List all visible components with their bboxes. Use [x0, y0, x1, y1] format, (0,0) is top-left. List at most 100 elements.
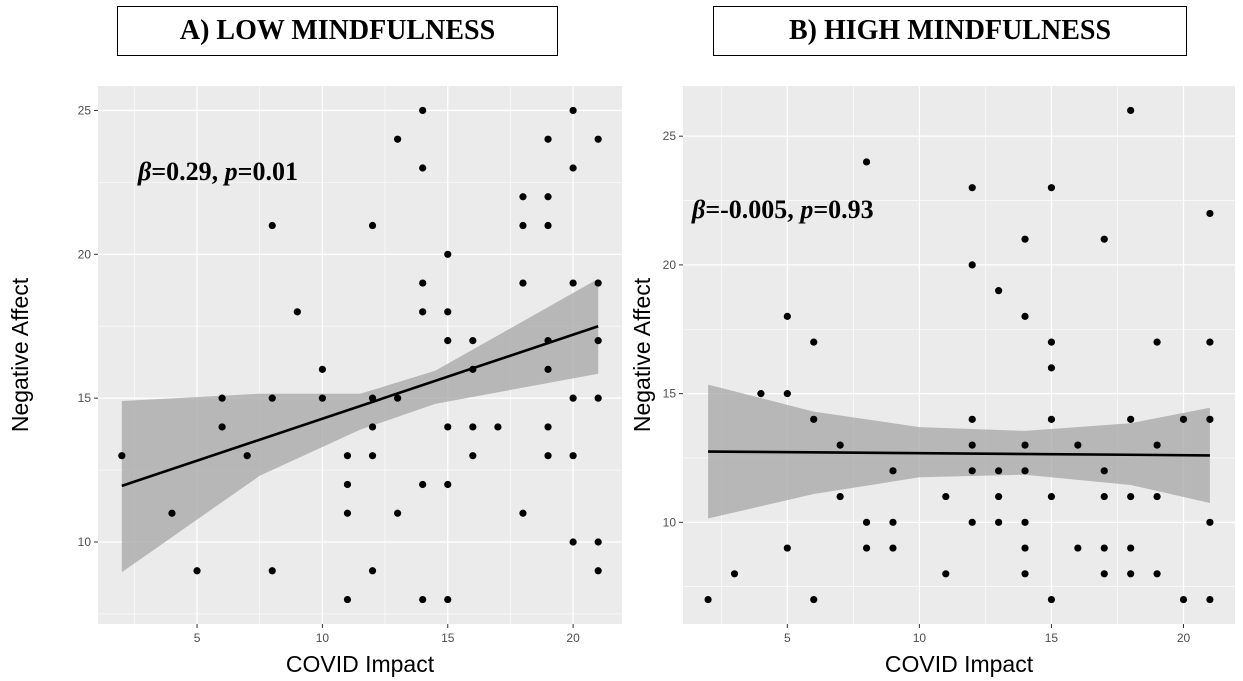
- data-point: [1048, 184, 1055, 191]
- data-point: [269, 395, 276, 402]
- data-point: [969, 261, 976, 268]
- plot-background: [683, 86, 1235, 624]
- data-point: [995, 519, 1002, 526]
- data-point: [369, 222, 376, 229]
- data-point: [444, 308, 451, 315]
- data-point: [731, 570, 738, 577]
- data-point: [889, 467, 896, 474]
- data-point: [444, 423, 451, 430]
- data-point: [269, 567, 276, 574]
- data-point: [570, 395, 577, 402]
- y-tick-label: 10: [78, 535, 92, 549]
- x-tick-label: 10: [913, 631, 927, 645]
- data-point: [369, 452, 376, 459]
- data-point: [394, 395, 401, 402]
- data-point: [519, 510, 526, 517]
- data-point: [1206, 339, 1213, 346]
- data-point: [344, 452, 351, 459]
- data-point: [1101, 544, 1108, 551]
- y-tick-label: 25: [663, 129, 677, 143]
- data-point: [995, 493, 1002, 500]
- data-point: [319, 395, 326, 402]
- data-point: [1127, 493, 1134, 500]
- data-point: [494, 423, 501, 430]
- data-point: [269, 222, 276, 229]
- data-point: [294, 308, 301, 315]
- data-point: [1048, 493, 1055, 500]
- x-tick-label: 15: [441, 631, 455, 645]
- data-point: [995, 287, 1002, 294]
- data-point: [544, 222, 551, 229]
- data-point: [1206, 596, 1213, 603]
- data-point: [969, 416, 976, 423]
- beta-symbol: β: [691, 195, 706, 224]
- y-tick-label: 20: [78, 247, 92, 261]
- stats-annotation: β=-0.005, p=0.93: [691, 195, 874, 224]
- p-symbol: p: [223, 157, 238, 186]
- data-point: [1127, 416, 1134, 423]
- data-point: [419, 481, 426, 488]
- data-point: [969, 184, 976, 191]
- y-axis-title: Negative Affect: [629, 277, 655, 432]
- data-point: [444, 337, 451, 344]
- data-point: [1021, 519, 1028, 526]
- data-point: [419, 164, 426, 171]
- data-point: [969, 467, 976, 474]
- x-axis-title: COVID Impact: [286, 651, 435, 677]
- x-tick-label: 15: [1045, 631, 1059, 645]
- data-point: [1206, 519, 1213, 526]
- data-point: [863, 158, 870, 165]
- y-tick-label: 15: [663, 387, 677, 401]
- data-point: [837, 441, 844, 448]
- data-point: [544, 193, 551, 200]
- data-point: [1021, 313, 1028, 320]
- data-point: [570, 164, 577, 171]
- data-point: [168, 510, 175, 517]
- data-point: [1021, 441, 1028, 448]
- data-point: [1074, 441, 1081, 448]
- data-point: [1021, 467, 1028, 474]
- data-point: [1153, 493, 1160, 500]
- panel-b: 5 10 15 20 10 15 20 25 β=-0.005, p=0.93 COVID Imp…: [629, 86, 1235, 677]
- data-point: [469, 423, 476, 430]
- data-point: [595, 136, 602, 143]
- data-point: [369, 567, 376, 574]
- data-point: [969, 519, 976, 526]
- data-point: [942, 570, 949, 577]
- p-symbol: p: [798, 195, 813, 224]
- data-point: [519, 193, 526, 200]
- data-point: [469, 452, 476, 459]
- data-point: [444, 251, 451, 258]
- data-point: [544, 136, 551, 143]
- data-point: [570, 452, 577, 459]
- data-point: [784, 544, 791, 551]
- data-point: [1048, 416, 1055, 423]
- data-point: [837, 493, 844, 500]
- data-point: [1206, 210, 1213, 217]
- data-point: [419, 107, 426, 114]
- data-point: [1180, 416, 1187, 423]
- data-point: [118, 452, 125, 459]
- data-point: [1153, 570, 1160, 577]
- data-point: [595, 337, 602, 344]
- data-point: [344, 510, 351, 517]
- data-point: [810, 416, 817, 423]
- data-point: [1048, 596, 1055, 603]
- data-point: [784, 313, 791, 320]
- data-point: [889, 519, 896, 526]
- data-point: [1048, 364, 1055, 371]
- data-point: [519, 279, 526, 286]
- data-point: [544, 423, 551, 430]
- data-point: [544, 337, 551, 344]
- data-point: [1180, 596, 1187, 603]
- beta-value: =0.29,: [151, 157, 224, 186]
- data-point: [319, 366, 326, 373]
- x-axis-title: COVID Impact: [885, 651, 1034, 677]
- data-point: [810, 596, 817, 603]
- data-point: [1101, 570, 1108, 577]
- data-point: [1021, 570, 1028, 577]
- data-point: [444, 596, 451, 603]
- data-point: [444, 481, 451, 488]
- data-point: [219, 395, 226, 402]
